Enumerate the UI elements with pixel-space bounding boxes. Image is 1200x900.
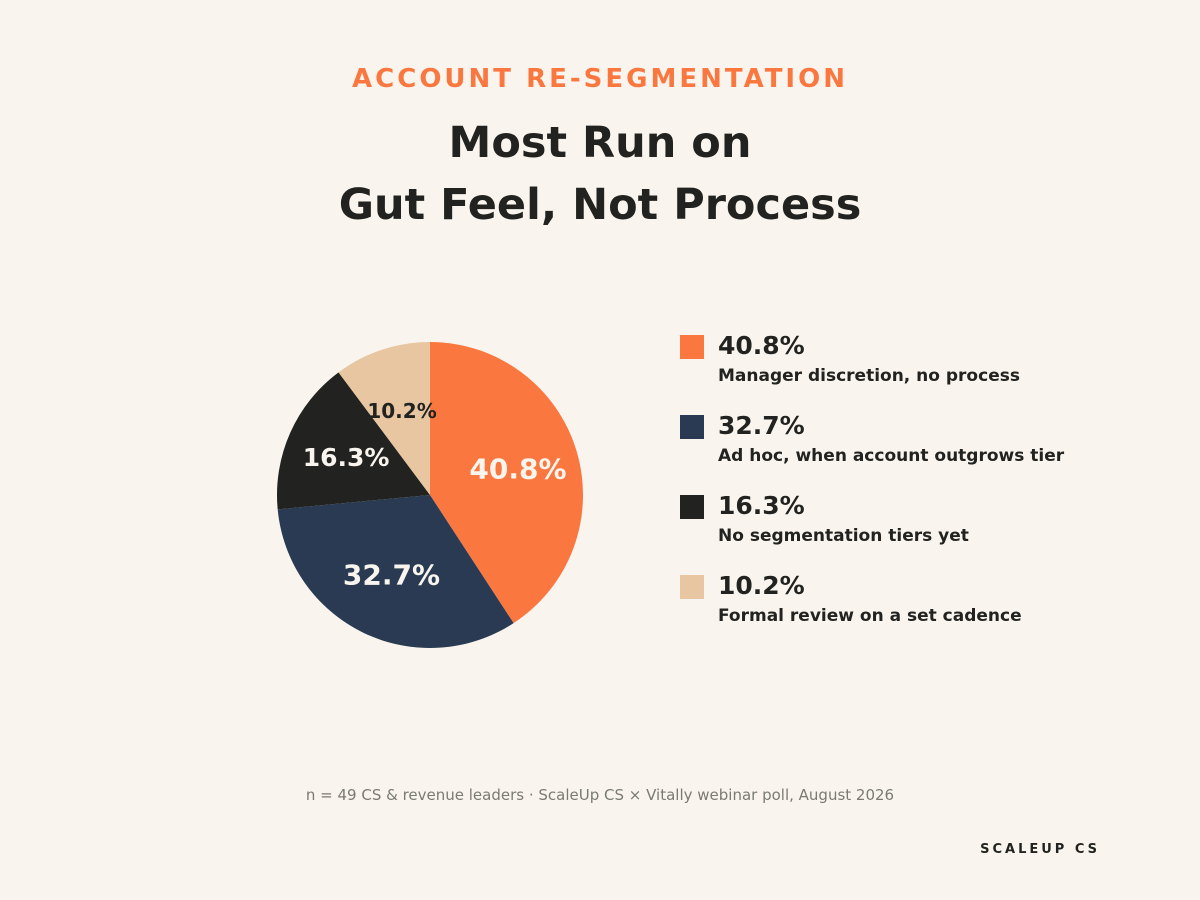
pie-slice-label: 10.2%: [367, 399, 436, 423]
legend-label: Ad hoc, when account outgrows tier: [718, 446, 1065, 466]
eyebrow-label: ACCOUNT RE-SEGMENTATION: [352, 64, 848, 94]
legend-percent: 16.3%: [718, 491, 805, 520]
brand-logo-text: SCALEUP CS: [980, 842, 1100, 857]
chart-legend: 40.8% Manager discretion, no process 32.…: [680, 330, 1064, 650]
pie-slice: [277, 495, 514, 648]
pie-slice-label: 40.8%: [469, 452, 566, 485]
legend-swatch: [680, 575, 704, 599]
page-title: Most Run on Gut Feel, Not Process: [0, 112, 1200, 236]
title-line-1: Most Run on: [448, 118, 752, 168]
footnote: n = 49 CS & revenue leaders · ScaleUp CS…: [305, 786, 895, 804]
legend-percent: 32.7%: [718, 411, 805, 440]
pie-slice: [277, 372, 430, 510]
legend-swatch: [680, 335, 704, 359]
pie-slice: [338, 342, 430, 495]
legend-swatch: [680, 415, 704, 439]
pie-slice-label: 32.7%: [343, 558, 440, 591]
pie-slice-label: 16.3%: [303, 443, 390, 472]
legend-swatch: [680, 495, 704, 519]
pie-slice: [430, 342, 583, 624]
pie-chart: 40.8% 32.7% 16.3% 10.2%: [277, 342, 583, 648]
legend-item: 10.2% Formal review on a set cadence: [680, 570, 1064, 650]
legend-label: Manager discretion, no process: [718, 366, 1020, 386]
legend-percent: 40.8%: [718, 331, 805, 360]
legend-label: Formal review on a set cadence: [718, 606, 1022, 626]
legend-label: No segmentation tiers yet: [718, 526, 969, 546]
title-line-2: Gut Feel, Not Process: [338, 180, 862, 230]
legend-percent: 10.2%: [718, 571, 805, 600]
legend-item: 32.7% Ad hoc, when account outgrows tier: [680, 410, 1064, 490]
legend-item: 40.8% Manager discretion, no process: [680, 330, 1064, 410]
legend-item: 16.3% No segmentation tiers yet: [680, 490, 1064, 570]
